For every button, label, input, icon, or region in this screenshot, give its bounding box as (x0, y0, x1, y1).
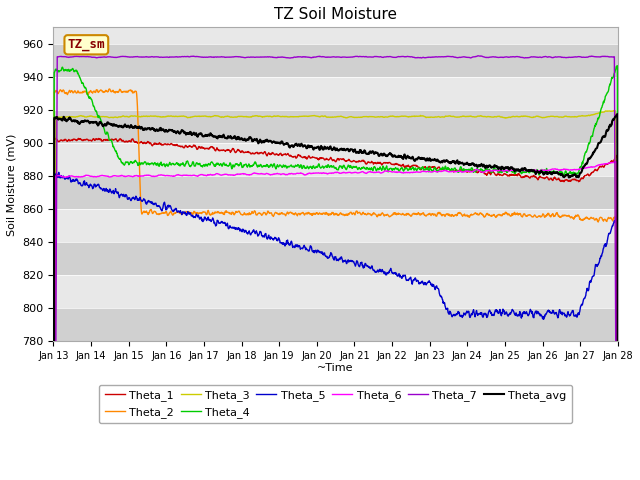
Theta_7 (93, 55, 101, 60)
Theta_avg (93, 121, 101, 127)
Theta_avg (289, 143, 297, 149)
Title: TZ Soil Moisture: TZ Soil Moisture (274, 7, 397, 22)
Theta_6 (311, 170, 319, 176)
Theta_1 (301, 154, 308, 159)
Theta_4 (93, 111, 101, 117)
Theta_4 (289, 164, 297, 169)
Bar (54, 77, 618, 110)
Theta_1 (74, 135, 82, 141)
Theta_4 (311, 166, 319, 171)
Line: Theta_3: Theta_3 (54, 110, 618, 480)
Theta_3 (301, 113, 308, 119)
Theta_5 (289, 244, 297, 250)
X-axis label: ~Time: ~Time (317, 362, 354, 372)
Theta_2 (289, 212, 297, 217)
Line: Theta_5: Theta_5 (54, 172, 618, 480)
Bar (54, 44, 618, 77)
Line: Theta_4: Theta_4 (54, 66, 618, 480)
Theta_5 (301, 244, 308, 250)
Y-axis label: Soil Moisture (mV): Soil Moisture (mV) (7, 133, 17, 236)
Line: Theta_1: Theta_1 (54, 138, 618, 480)
Theta_5 (93, 182, 101, 188)
Theta_avg (614, 111, 621, 117)
Theta_4 (301, 164, 308, 170)
Theta_avg (371, 151, 378, 156)
Line: Theta_2: Theta_2 (54, 89, 618, 480)
Bar (54, 276, 618, 308)
Theta_3 (116, 114, 124, 120)
Theta_2 (93, 88, 101, 94)
Theta_3 (371, 114, 378, 120)
Theta_1 (93, 136, 101, 142)
Theta_6 (289, 171, 297, 177)
Theta_1 (116, 136, 124, 142)
Bar (54, 242, 618, 276)
Theta_3 (611, 108, 618, 113)
Legend: Theta_1, Theta_2, Theta_3, Theta_4, Theta_5, Theta_6, Theta_7, Theta_avg: Theta_1, Theta_2, Theta_3, Theta_4, Thet… (99, 385, 572, 423)
Theta_3 (289, 114, 297, 120)
Theta_2 (301, 211, 308, 217)
Bar (54, 308, 618, 341)
Theta_6 (611, 159, 619, 165)
Theta_1 (311, 155, 319, 161)
Theta_3 (311, 113, 319, 119)
Theta_1 (371, 160, 379, 166)
Bar (54, 110, 618, 143)
Theta_1 (289, 155, 297, 160)
Text: TZ_sm: TZ_sm (68, 38, 105, 51)
Line: Theta_7: Theta_7 (54, 56, 618, 480)
Theta_7 (116, 54, 124, 60)
Theta_7 (371, 54, 378, 60)
Theta_2 (116, 87, 124, 93)
Theta_7 (311, 54, 319, 60)
Theta_7 (289, 55, 297, 60)
Theta_6 (93, 174, 101, 180)
Theta_3 (93, 114, 101, 120)
Theta_6 (301, 172, 308, 178)
Theta_7 (301, 54, 308, 60)
Theta_4 (371, 165, 378, 170)
Theta_6 (371, 169, 378, 175)
Theta_7 (474, 53, 482, 59)
Theta_5 (311, 249, 319, 254)
Theta_2 (311, 212, 319, 217)
Line: Theta_avg: Theta_avg (54, 114, 618, 480)
Bar (54, 209, 618, 242)
Theta_6 (116, 173, 124, 179)
Theta_avg (116, 123, 124, 129)
Theta_avg (311, 144, 319, 150)
Theta_4 (614, 63, 621, 69)
Bar (54, 176, 618, 209)
Theta_5 (371, 269, 379, 275)
Theta_2 (106, 86, 113, 92)
Theta_5 (116, 192, 124, 198)
Theta_5 (51, 169, 58, 175)
Line: Theta_6: Theta_6 (54, 162, 618, 480)
Bar (54, 143, 618, 176)
Theta_4 (116, 156, 124, 162)
Theta_4 (614, 455, 621, 460)
Theta_2 (371, 211, 379, 217)
Theta_avg (301, 143, 308, 148)
